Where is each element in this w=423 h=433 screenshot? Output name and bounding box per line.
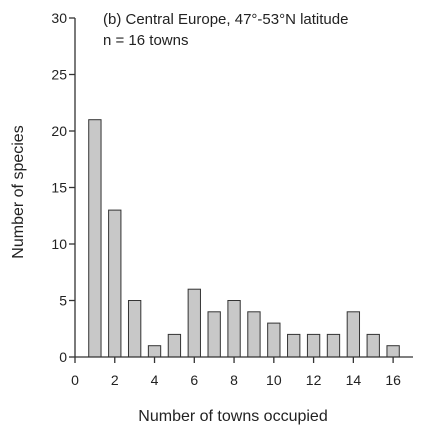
y-axis-title: Number of species [10,125,27,258]
x-tick-label: 16 [385,372,401,388]
bar-4 [147,345,162,358]
bar-12 [306,333,321,358]
bar-15 [366,333,380,358]
y-tick-label: 20 [51,123,67,139]
bar-10 [267,322,281,358]
x-tick-label: 0 [71,372,79,388]
x-tick-label: 2 [111,372,119,388]
chart-subtitle: n = 16 towns [103,32,188,49]
bar-11 [287,333,301,358]
bar-16 [386,345,400,358]
chart-title: (b) Central Europe, 47°-53°N latitude [103,11,348,28]
bar-7 [207,311,221,358]
bar-9 [247,311,261,358]
x-axis-ticks: 0 2 4 6 8 10 12 14 16 [71,357,401,388]
x-tick-label: 10 [266,372,282,388]
x-tick-label: 8 [230,372,238,388]
x-tick-label: 12 [306,372,322,388]
bar-8 [227,300,241,358]
x-tick-label: 14 [346,372,362,388]
y-tick-label: 10 [51,236,67,252]
y-tick-label: 30 [51,10,67,26]
x-tick-label: 4 [151,372,159,388]
y-tick-label: 25 [51,67,67,83]
bar-3 [127,300,142,358]
bar-5 [167,333,182,358]
y-tick-label: 0 [59,349,67,365]
bars-group [88,119,400,358]
x-tick-label: 6 [190,372,198,388]
bar-13 [326,333,341,358]
bar-14 [346,311,361,358]
x-axis-title: Number of towns occupied [138,408,327,425]
bar-2 [108,209,122,358]
bar-1 [88,119,102,358]
y-tick-label: 15 [51,180,67,196]
bar-6 [187,288,201,358]
y-tick-label: 5 [59,293,67,309]
y-axis-ticks: 0 5 10 15 20 25 30 [51,10,75,365]
